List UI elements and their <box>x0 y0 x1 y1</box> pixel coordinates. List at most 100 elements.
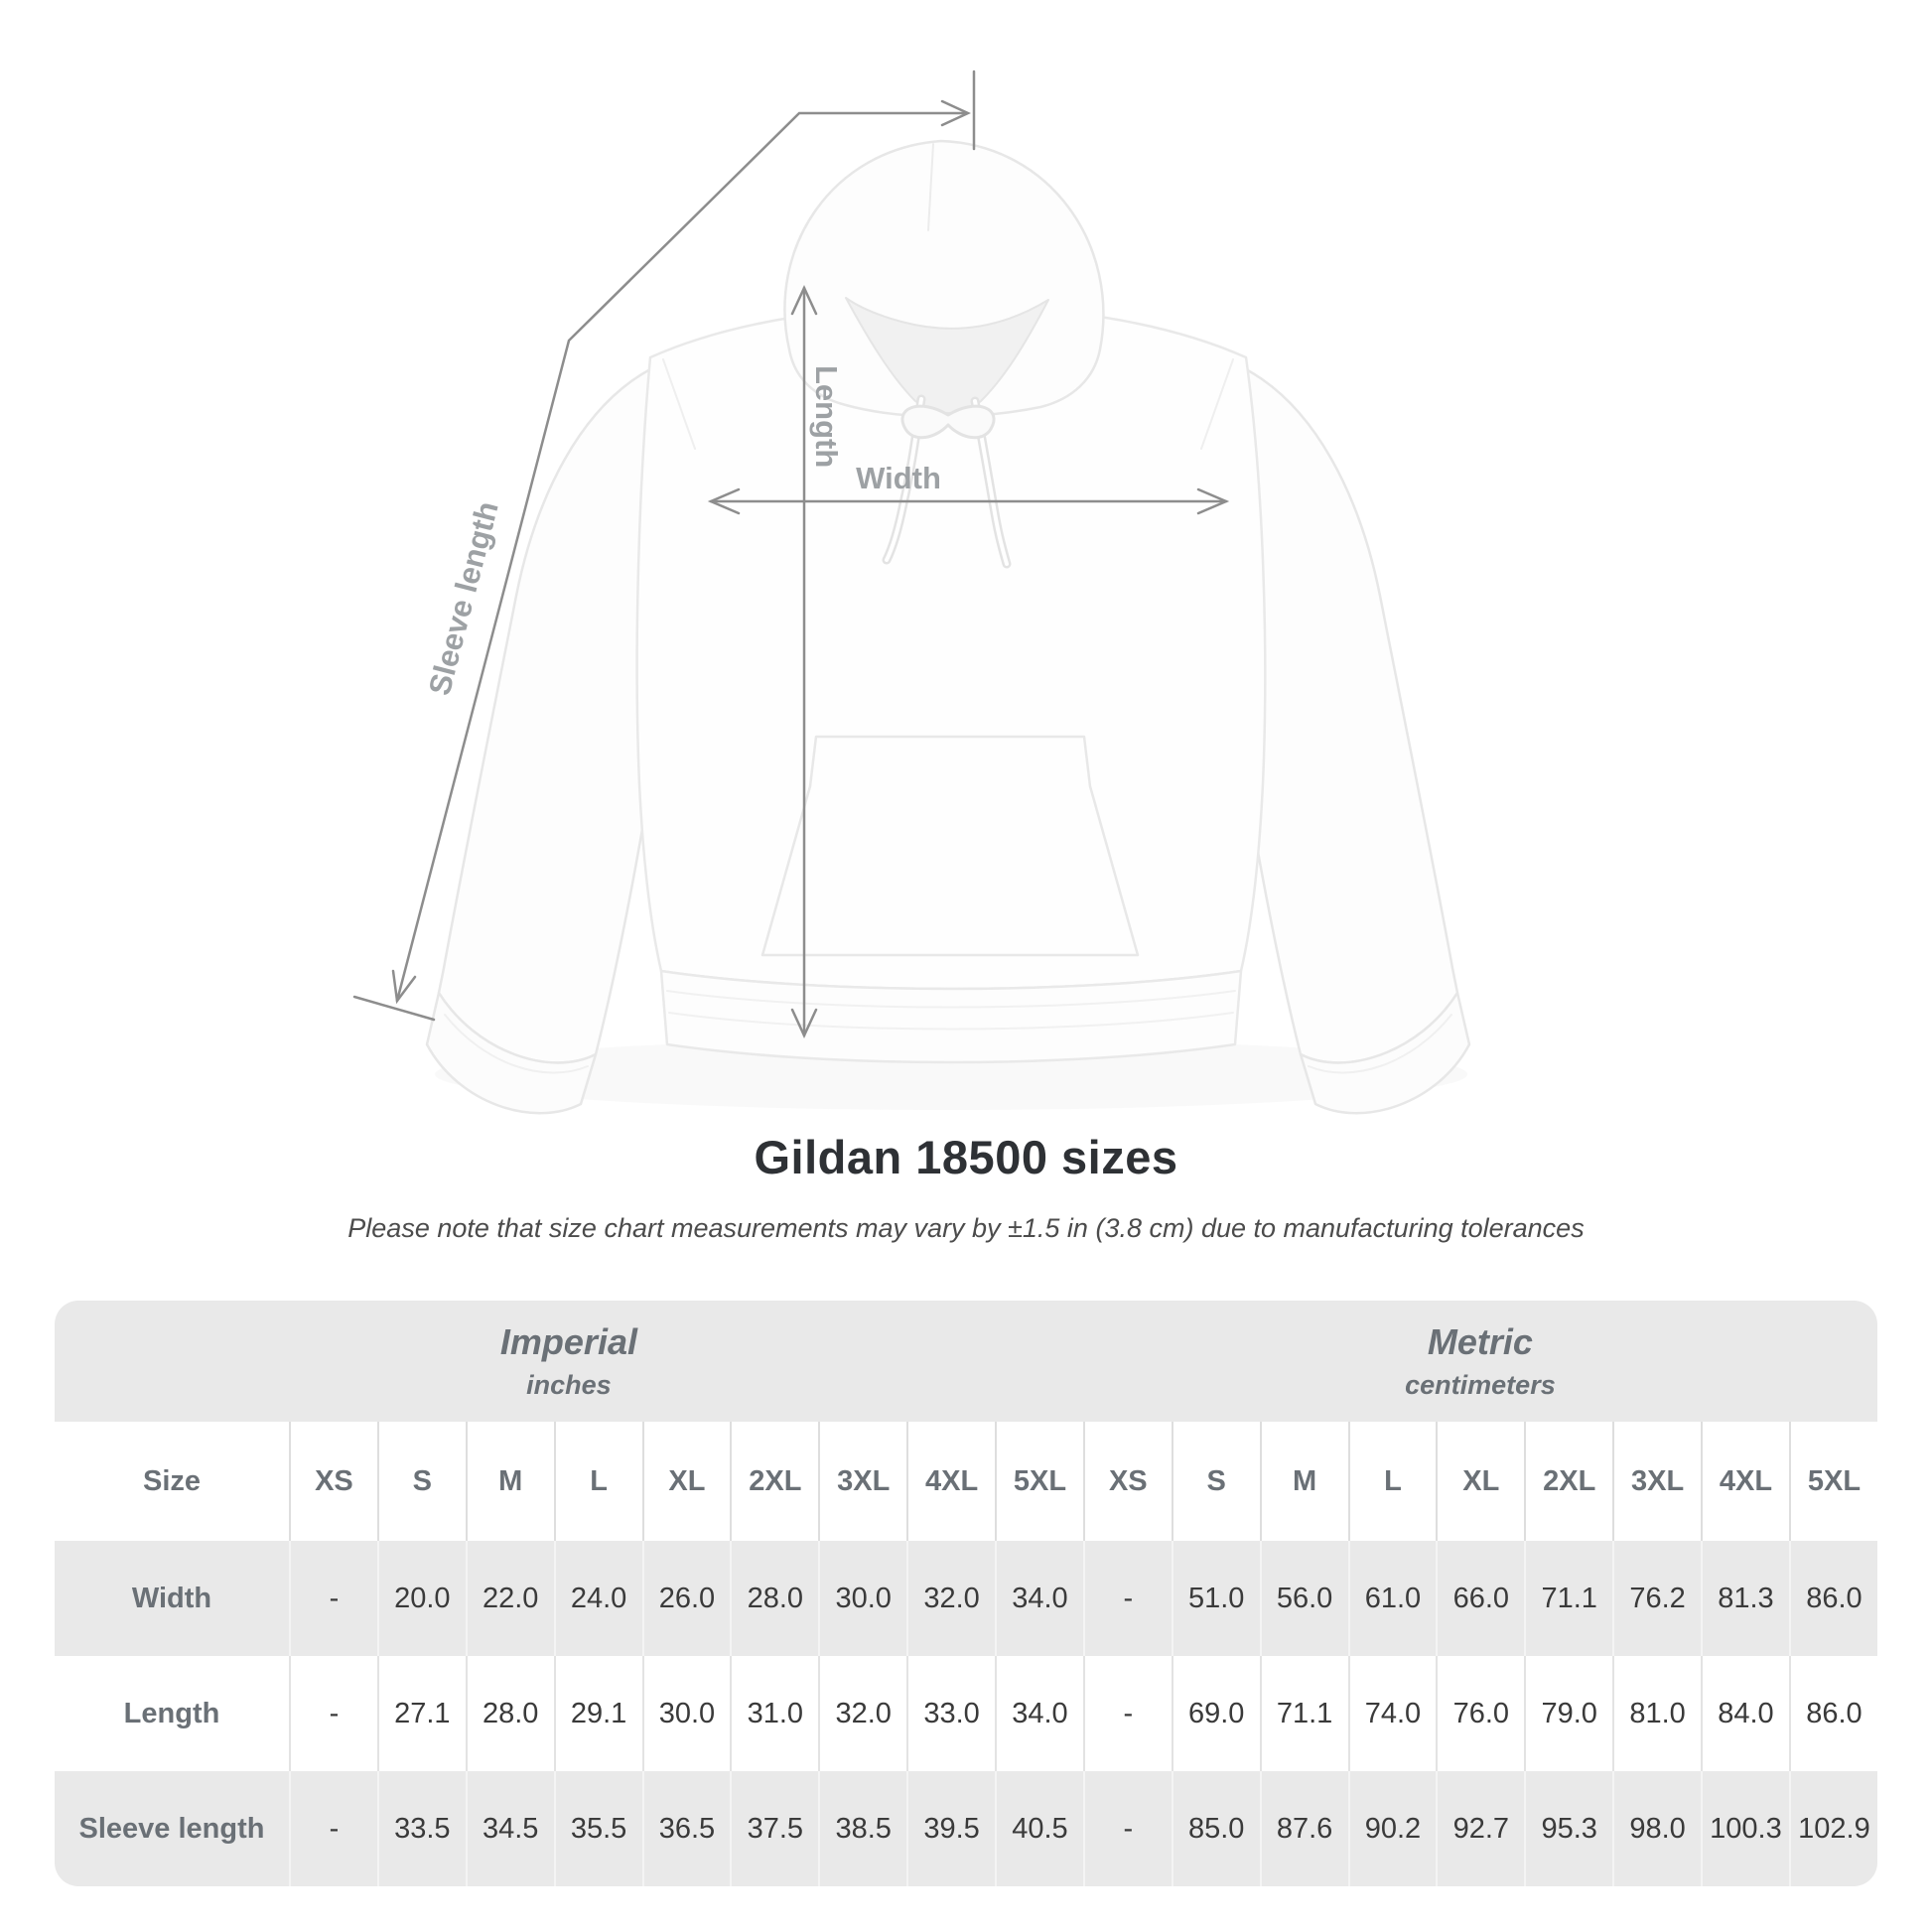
sleeve-length-label: Sleeve length <box>422 497 505 698</box>
cell: 66.0 <box>1436 1541 1525 1656</box>
length-label: Length <box>809 365 844 468</box>
cell: 74.0 <box>1347 1656 1437 1771</box>
imperial-unit: inches <box>526 1370 612 1401</box>
cell: 38.5 <box>818 1771 907 1886</box>
left-cuff <box>425 991 598 1115</box>
cell: - <box>1082 1541 1172 1656</box>
group-header-imperial: Imperial inches <box>55 1301 1083 1422</box>
measurement-lines <box>352 69 1230 1038</box>
cell: 28.0 <box>465 1656 554 1771</box>
row-label: Length <box>55 1656 289 1771</box>
metric-label: Metric <box>1427 1320 1533 1362</box>
col-header: 3XL <box>1612 1422 1701 1541</box>
cell: - <box>1082 1771 1172 1886</box>
kangaroo-pocket <box>760 735 1140 957</box>
cell: 30.0 <box>818 1541 907 1656</box>
page-subtitle: Please note that size chart measurements… <box>347 1213 1585 1243</box>
cell: 98.0 <box>1612 1771 1701 1886</box>
cell: - <box>289 1656 377 1771</box>
cell: 36.5 <box>641 1771 731 1886</box>
cell: 24.0 <box>553 1541 642 1656</box>
width-label: Width <box>856 461 941 495</box>
cell: 61.0 <box>1347 1541 1437 1656</box>
cell: 34.0 <box>995 1541 1083 1656</box>
size-table-container: Imperial inches Metric centimeters Size … <box>55 1301 1877 1886</box>
col-header: XL <box>641 1422 731 1541</box>
row-length: Length - 27.1 28.0 29.1 30.0 31.0 32.0 3… <box>55 1656 1877 1771</box>
cell: - <box>289 1541 377 1656</box>
hood <box>783 139 1105 418</box>
size-column-header: Size <box>55 1422 289 1541</box>
cell: 26.0 <box>641 1541 731 1656</box>
hoodie-illustration <box>425 139 1471 1115</box>
cell: 102.9 <box>1788 1771 1877 1886</box>
drawstring-bow <box>900 404 996 440</box>
cell: 76.0 <box>1436 1656 1525 1771</box>
hoodie-shadow <box>435 1038 1467 1110</box>
cell: 28.0 <box>730 1541 819 1656</box>
size-table: Imperial inches Metric centimeters Size … <box>55 1301 1877 1886</box>
col-header: L <box>1347 1422 1437 1541</box>
cell: 33.5 <box>376 1771 466 1886</box>
cell: 85.0 <box>1171 1771 1260 1886</box>
page-title: Gildan 18500 sizes <box>754 1131 1178 1183</box>
hem-band <box>659 969 1243 1064</box>
row-sleeve-length: Sleeve length - 33.5 34.5 35.5 36.5 37.5… <box>55 1771 1877 1886</box>
cell: 29.1 <box>553 1656 642 1771</box>
col-header: 5XL <box>1788 1422 1877 1541</box>
cell: 90.2 <box>1347 1771 1437 1886</box>
cell: 71.1 <box>1259 1656 1348 1771</box>
cell: 92.7 <box>1436 1771 1525 1886</box>
cell: 56.0 <box>1259 1541 1348 1656</box>
cell: - <box>1082 1656 1172 1771</box>
cell: 79.0 <box>1524 1656 1613 1771</box>
size-header-row: Size XS S M L XL 2XL 3XL 4XL 5XL XS S M … <box>55 1422 1877 1541</box>
col-header: XS <box>289 1422 377 1541</box>
col-header: XS <box>1082 1422 1172 1541</box>
hoodie-measurement-diagram: Length Width Sleeve length <box>352 69 1471 1115</box>
width-arrow <box>707 487 1230 515</box>
cell: 32.0 <box>818 1656 907 1771</box>
cell: 33.0 <box>906 1656 995 1771</box>
cell: 86.0 <box>1788 1541 1877 1656</box>
metric-unit: centimeters <box>1405 1370 1556 1401</box>
cell: 84.0 <box>1701 1656 1789 1771</box>
cell: 81.0 <box>1612 1656 1701 1771</box>
sleeve-length-arrow <box>352 69 976 1022</box>
cell: 22.0 <box>465 1541 554 1656</box>
cell: 39.5 <box>906 1771 995 1886</box>
cell: - <box>289 1771 377 1886</box>
col-header: 2XL <box>1524 1422 1613 1541</box>
row-label: Width <box>55 1541 289 1656</box>
col-header: S <box>376 1422 466 1541</box>
hood-opening <box>845 297 1049 414</box>
col-header: M <box>465 1422 554 1541</box>
row-width: Width - 20.0 22.0 24.0 26.0 28.0 30.0 32… <box>55 1541 1877 1656</box>
col-header: 2XL <box>730 1422 819 1541</box>
group-header-metric: Metric centimeters <box>1082 1301 1877 1422</box>
unit-group-header-row: Imperial inches Metric centimeters <box>55 1301 1877 1422</box>
cell: 95.3 <box>1524 1771 1613 1886</box>
cell: 20.0 <box>376 1541 466 1656</box>
col-header: XL <box>1436 1422 1525 1541</box>
cell: 76.2 <box>1612 1541 1701 1656</box>
cell: 71.1 <box>1524 1541 1613 1656</box>
cell: 86.0 <box>1788 1656 1877 1771</box>
cell: 34.0 <box>995 1656 1083 1771</box>
cell: 81.3 <box>1701 1541 1789 1656</box>
cell: 69.0 <box>1171 1656 1260 1771</box>
col-header: M <box>1259 1422 1348 1541</box>
imperial-label: Imperial <box>499 1320 637 1362</box>
col-header: 4XL <box>906 1422 995 1541</box>
cell: 30.0 <box>641 1656 731 1771</box>
col-header: 5XL <box>995 1422 1083 1541</box>
col-header: 3XL <box>818 1422 907 1541</box>
right-cuff <box>1299 991 1471 1115</box>
cell: 51.0 <box>1171 1541 1260 1656</box>
cell: 32.0 <box>906 1541 995 1656</box>
col-header: 4XL <box>1701 1422 1789 1541</box>
cell: 27.1 <box>376 1656 466 1771</box>
cell: 87.6 <box>1259 1771 1348 1886</box>
cell: 40.5 <box>995 1771 1083 1886</box>
length-arrow <box>790 285 818 1038</box>
